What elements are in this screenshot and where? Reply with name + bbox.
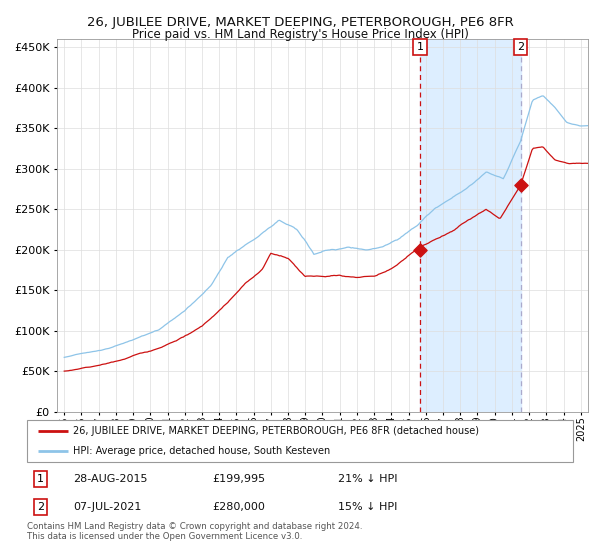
Text: £280,000: £280,000 <box>212 502 266 512</box>
Text: £199,995: £199,995 <box>212 474 266 484</box>
Text: HPI: Average price, detached house, South Kesteven: HPI: Average price, detached house, Sout… <box>73 446 331 456</box>
Point <box>415 245 425 254</box>
Text: 21% ↓ HPI: 21% ↓ HPI <box>338 474 398 484</box>
Text: 07-JUL-2021: 07-JUL-2021 <box>73 502 142 512</box>
FancyBboxPatch shape <box>27 420 573 462</box>
Text: 1: 1 <box>416 43 424 52</box>
Text: 26, JUBILEE DRIVE, MARKET DEEPING, PETERBOROUGH, PE6 8FR: 26, JUBILEE DRIVE, MARKET DEEPING, PETER… <box>86 16 514 29</box>
Text: 2: 2 <box>37 502 44 512</box>
Text: 1: 1 <box>37 474 44 484</box>
Text: Contains HM Land Registry data © Crown copyright and database right 2024.
This d: Contains HM Land Registry data © Crown c… <box>27 522 362 542</box>
Text: 28-AUG-2015: 28-AUG-2015 <box>73 474 148 484</box>
Text: 2: 2 <box>517 43 524 52</box>
Point <box>516 180 526 189</box>
Bar <box>420 39 521 412</box>
Text: 26, JUBILEE DRIVE, MARKET DEEPING, PETERBOROUGH, PE6 8FR (detached house): 26, JUBILEE DRIVE, MARKET DEEPING, PETER… <box>73 426 479 436</box>
Text: Price paid vs. HM Land Registry's House Price Index (HPI): Price paid vs. HM Land Registry's House … <box>131 28 469 41</box>
Text: 15% ↓ HPI: 15% ↓ HPI <box>338 502 398 512</box>
